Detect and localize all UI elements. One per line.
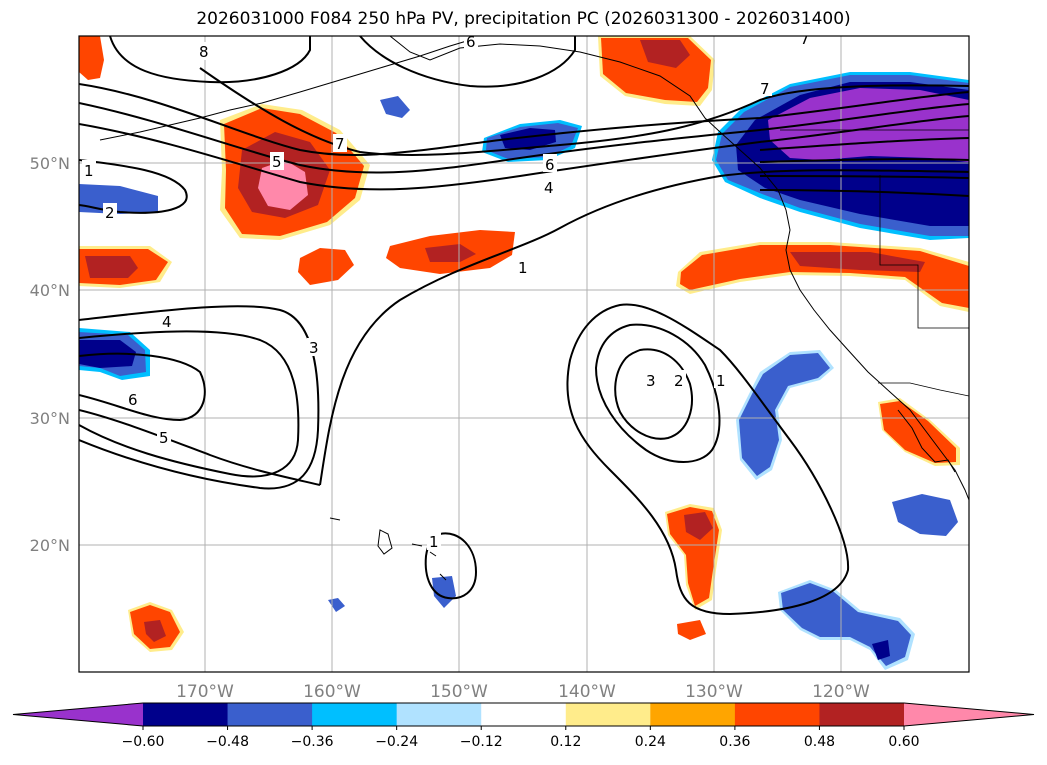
precip-area-positive bbox=[298, 248, 354, 285]
colorbar-tick-label: −0.36 bbox=[291, 734, 334, 750]
pv-contour-label: 2 bbox=[105, 204, 115, 222]
pv-contour-label: 8 bbox=[199, 43, 209, 61]
colorbar-tick-label: −0.24 bbox=[375, 734, 418, 750]
lat-label: 50°N bbox=[30, 154, 70, 173]
coastlines bbox=[99, 36, 969, 581]
pv-contour-label: 5 bbox=[272, 153, 282, 171]
precip-area-negative bbox=[79, 184, 158, 214]
colorbar-tick-label: 0.48 bbox=[804, 734, 835, 750]
colorbar-tick-label: −0.12 bbox=[460, 734, 503, 750]
colorbar-tick-label: 0.36 bbox=[719, 734, 750, 750]
map-title: 2026031000 F084 250 hPa PV, precipitatio… bbox=[196, 9, 851, 29]
latitude-labels: 50°N 40°N 30°N 20°N bbox=[30, 154, 70, 555]
precip-area-positive bbox=[386, 230, 515, 274]
pv-contour-label: 6 bbox=[466, 33, 476, 51]
colorbar-segment bbox=[143, 703, 229, 726]
lat-label: 30°N bbox=[30, 409, 70, 428]
pv-contour-label: 3 bbox=[309, 339, 319, 357]
pv-contour-label: 1 bbox=[518, 259, 528, 277]
colorbar-segment bbox=[650, 703, 736, 726]
colorbar-segment bbox=[565, 703, 651, 726]
pv-contour-label: 1 bbox=[716, 372, 726, 390]
precip-area-negative bbox=[778, 580, 915, 670]
map-frame bbox=[78, 35, 970, 673]
lon-label: 160°W bbox=[303, 682, 361, 702]
pv-contour-label: 7 bbox=[800, 30, 810, 48]
lon-label: 130°W bbox=[685, 682, 743, 702]
precip-area-positive bbox=[677, 620, 706, 640]
colorbar-segment bbox=[13, 703, 143, 726]
precip-area-positive bbox=[676, 242, 969, 312]
pv-contour-label: 3 bbox=[646, 372, 656, 390]
precip-area-negative bbox=[432, 576, 456, 608]
pv-contour-label: 1 bbox=[429, 533, 439, 551]
colorbar-tick-label: −0.48 bbox=[206, 734, 249, 750]
colorbar-segment bbox=[396, 703, 482, 726]
colorbar-tick-label: 0.24 bbox=[635, 734, 666, 750]
lat-label: 20°N bbox=[30, 536, 70, 555]
colorbar-segment bbox=[227, 703, 313, 726]
pv-contour-label: 7 bbox=[335, 135, 345, 153]
pv-contour-label: 4 bbox=[162, 313, 172, 331]
longitude-labels: 170°W 160°W 150°W 140°W 130°W 120°W bbox=[176, 682, 870, 702]
precip-area-positive bbox=[665, 504, 722, 610]
pv-contour-label: 4 bbox=[544, 179, 554, 197]
precip-area-positive bbox=[598, 36, 715, 106]
lon-label: 170°W bbox=[176, 682, 234, 702]
political-borders bbox=[780, 129, 969, 397]
pv-contour-label: 5 bbox=[159, 429, 169, 447]
precip-area-negative bbox=[736, 350, 834, 480]
pv-contour-label: 1 bbox=[84, 162, 94, 180]
precip-area-positive bbox=[128, 602, 184, 652]
colorbar-tick-label: −0.60 bbox=[122, 734, 165, 750]
precip-area-positive bbox=[79, 246, 172, 288]
colorbar-segment bbox=[734, 703, 820, 726]
pv-contour-labels: 8 6 7 5 1 2 7 6 4 1 4 3 6 5 bbox=[82, 30, 812, 551]
pv-contour-label: 6 bbox=[545, 156, 555, 174]
precip-area-negative bbox=[892, 494, 958, 536]
colorbar-tick-label: 0.60 bbox=[888, 734, 919, 750]
precip-area-positive bbox=[79, 36, 104, 80]
colorbar-segment bbox=[312, 703, 398, 726]
pv-contour-label: 2 bbox=[674, 372, 684, 390]
pv-contour-label: 7 bbox=[760, 80, 770, 98]
colorbar: −0.60 −0.48 −0.36 −0.24 −0.12 0.12 0.24 0.36 0.4… bbox=[12, 702, 1035, 750]
colorbar-tick-label: 0.12 bbox=[550, 734, 581, 750]
lon-label: 120°W bbox=[812, 682, 870, 702]
colorbar-segment bbox=[481, 703, 567, 726]
colorbar-segment bbox=[819, 703, 905, 726]
colorbar-segment bbox=[904, 703, 1034, 726]
precip-area-negative bbox=[380, 96, 410, 118]
lat-label: 40°N bbox=[30, 281, 70, 300]
pv-contour-label: 6 bbox=[128, 391, 138, 409]
lon-label: 140°W bbox=[558, 682, 616, 702]
lon-label: 150°W bbox=[430, 682, 488, 702]
